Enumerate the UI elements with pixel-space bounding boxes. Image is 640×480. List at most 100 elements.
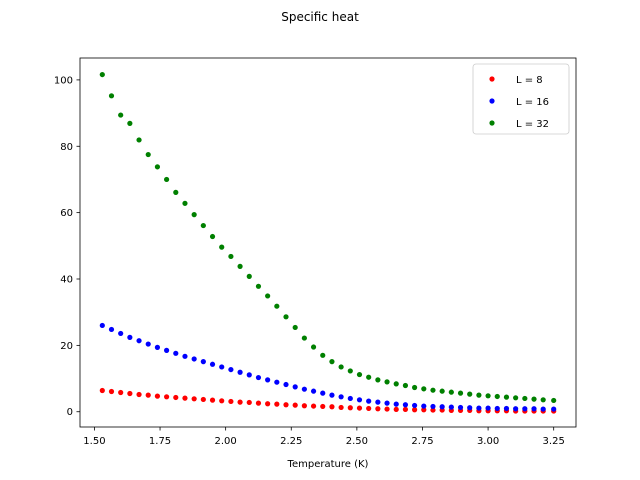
series-3 bbox=[99, 71, 557, 404]
data-point bbox=[338, 364, 344, 370]
data-point bbox=[118, 389, 124, 396]
data-point bbox=[164, 347, 170, 353]
data-point bbox=[513, 406, 519, 412]
data-point bbox=[402, 382, 409, 389]
x-tick-label: 2.75 bbox=[411, 436, 433, 447]
data-point bbox=[154, 344, 161, 350]
data-point bbox=[494, 405, 500, 412]
data-point bbox=[366, 374, 372, 380]
data-point bbox=[375, 377, 381, 383]
data-point bbox=[338, 394, 344, 400]
data-point bbox=[191, 212, 197, 218]
data-point bbox=[384, 400, 390, 406]
data-point bbox=[209, 233, 216, 240]
data-point bbox=[255, 283, 262, 289]
data-point bbox=[366, 398, 372, 404]
data-point bbox=[191, 356, 197, 362]
data-point bbox=[191, 396, 197, 402]
data-point bbox=[246, 399, 252, 406]
data-point bbox=[476, 405, 482, 411]
data-point bbox=[522, 406, 528, 412]
y-tick-label: 60 bbox=[60, 208, 73, 219]
data-point bbox=[274, 401, 280, 407]
data-point bbox=[531, 406, 537, 412]
legend-label: L = 16 bbox=[516, 97, 549, 108]
data-point bbox=[485, 393, 491, 399]
data-point bbox=[219, 364, 225, 370]
data-point bbox=[200, 222, 206, 229]
data-point bbox=[347, 368, 353, 374]
data-point bbox=[182, 395, 188, 401]
series-2 bbox=[99, 322, 557, 412]
data-point bbox=[503, 405, 510, 412]
data-point bbox=[476, 392, 482, 398]
x-tick-label: 3.25 bbox=[543, 436, 565, 447]
chart-title: Specific heat bbox=[281, 10, 359, 24]
data-point bbox=[145, 341, 151, 347]
data-point bbox=[393, 406, 399, 413]
data-point bbox=[375, 399, 381, 405]
data-point bbox=[283, 314, 289, 320]
data-point bbox=[485, 405, 491, 411]
data-point bbox=[127, 334, 133, 340]
data-point bbox=[136, 338, 142, 344]
data-point bbox=[136, 391, 142, 398]
data-point bbox=[99, 71, 105, 78]
data-point bbox=[494, 393, 500, 400]
data-point bbox=[393, 401, 399, 407]
data-point bbox=[200, 359, 206, 365]
data-point bbox=[301, 335, 307, 341]
data-point bbox=[173, 394, 179, 401]
data-point bbox=[540, 406, 546, 412]
data-point bbox=[320, 352, 326, 358]
legend-marker bbox=[489, 76, 495, 82]
legend-frame bbox=[472, 63, 570, 135]
data-point bbox=[421, 386, 427, 392]
data-point bbox=[99, 322, 105, 329]
data-point bbox=[118, 112, 124, 118]
data-point bbox=[329, 359, 335, 365]
data-point bbox=[448, 404, 454, 410]
data-point bbox=[457, 404, 464, 411]
data-point bbox=[219, 398, 225, 404]
legend-label: L = 8 bbox=[516, 75, 543, 86]
y-tick-label: 40 bbox=[60, 275, 73, 286]
data-point bbox=[99, 387, 105, 394]
data-point bbox=[145, 392, 151, 398]
data-point bbox=[127, 390, 133, 397]
data-point bbox=[310, 403, 317, 409]
data-point bbox=[209, 397, 216, 403]
data-point bbox=[228, 398, 234, 405]
data-point bbox=[412, 402, 418, 409]
data-point bbox=[237, 399, 243, 405]
data-point bbox=[301, 386, 307, 392]
x-tick-label: 2.00 bbox=[215, 436, 237, 447]
data-point bbox=[154, 393, 161, 399]
data-point bbox=[237, 369, 243, 375]
data-point bbox=[356, 371, 363, 378]
data-point bbox=[310, 388, 317, 394]
data-point bbox=[375, 406, 381, 412]
data-point bbox=[402, 402, 409, 408]
data-point bbox=[384, 406, 390, 412]
axes-frame bbox=[79, 57, 577, 428]
data-point bbox=[448, 389, 454, 395]
data-point bbox=[274, 379, 280, 385]
data-point bbox=[108, 326, 115, 333]
legend: L = 8 L = 16 L = 32 bbox=[472, 63, 570, 135]
data-point bbox=[421, 407, 427, 413]
data-point bbox=[283, 381, 289, 388]
data-point bbox=[255, 374, 262, 381]
data-point bbox=[366, 405, 372, 412]
data-point bbox=[430, 407, 436, 413]
data-point bbox=[118, 330, 124, 337]
data-point bbox=[292, 384, 298, 390]
data-point bbox=[255, 400, 262, 406]
data-point bbox=[356, 397, 363, 403]
data-point bbox=[265, 377, 271, 383]
data-point bbox=[145, 151, 151, 158]
data-point bbox=[412, 384, 418, 391]
data-point bbox=[228, 366, 234, 373]
data-point bbox=[412, 407, 418, 413]
